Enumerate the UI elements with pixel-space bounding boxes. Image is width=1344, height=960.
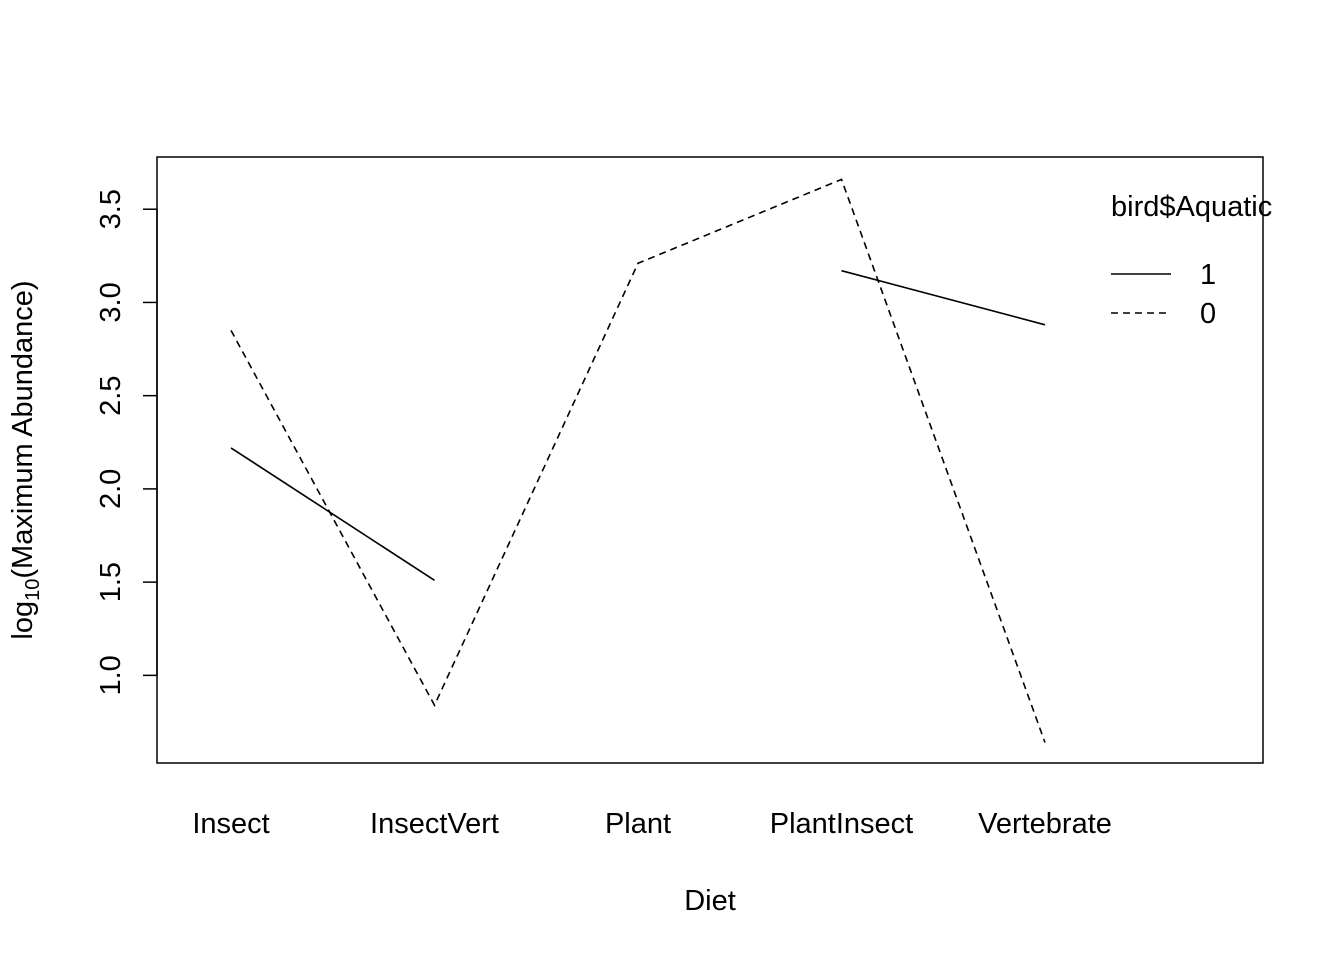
x-category-label: InsectVert <box>370 808 499 840</box>
y-tick-label: 3.5 <box>95 189 127 229</box>
series-layer <box>230 178 1046 743</box>
y-tick-label: 2.5 <box>95 376 127 416</box>
series-line-1 <box>841 269 1046 326</box>
y-tick-label: 3.0 <box>95 282 127 322</box>
y-tick-label: 2.0 <box>95 469 127 509</box>
y-tick-label: 1.0 <box>95 655 127 695</box>
x-category-label: Plant <box>605 808 671 840</box>
x-category-label: PlantInsect <box>770 808 913 840</box>
series-line-0 <box>230 178 1046 743</box>
y-tick-label: 1.5 <box>95 562 127 602</box>
y-axis-title: log10(Maximum Abundance) <box>7 280 44 639</box>
legend-title: bird$Aquatic <box>1111 191 1272 223</box>
x-category-label: Vertebrate <box>978 808 1112 840</box>
x-category-labels: Insect InsectVert Plant PlantInsect Vertebra… <box>192 808 1112 840</box>
series-line-1 <box>230 447 435 581</box>
plot-frame <box>156 156 1264 764</box>
y-axis: 1.0 1.5 2.0 2.5 3.0 3.5 <box>95 189 158 696</box>
y-axis-title-subscript: 10 <box>22 579 44 601</box>
legend: bird$Aquatic 1 0 <box>1111 191 1272 330</box>
y-axis-title-prefix: log <box>7 601 39 640</box>
x-axis-title: Diet <box>684 885 736 917</box>
x-category-label: Insect <box>192 808 269 840</box>
legend-label-0: 0 <box>1200 298 1216 330</box>
y-axis-title-suffix: (Maximum Abundance) <box>7 280 39 578</box>
legend-label-1: 1 <box>1200 259 1216 291</box>
